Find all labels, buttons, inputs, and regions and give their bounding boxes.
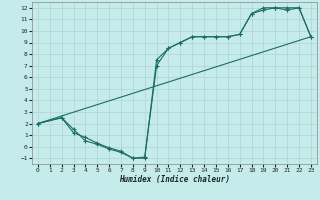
X-axis label: Humidex (Indice chaleur): Humidex (Indice chaleur) xyxy=(119,175,230,184)
